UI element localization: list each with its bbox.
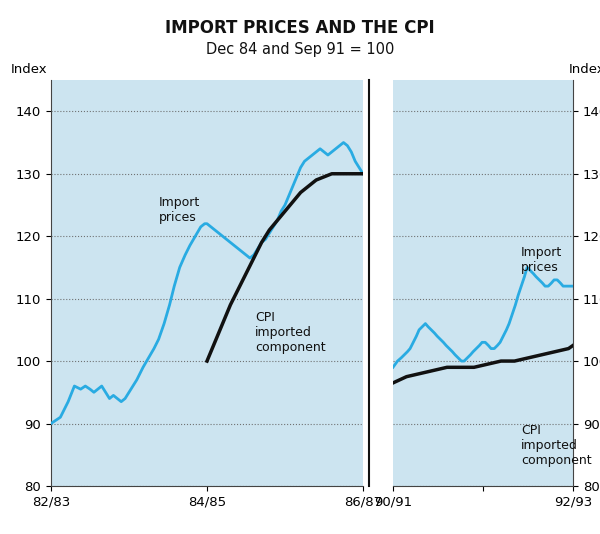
- Text: Import
prices: Import prices: [521, 246, 563, 273]
- Text: IMPORT PRICES AND THE CPI: IMPORT PRICES AND THE CPI: [165, 19, 435, 37]
- Text: CPI
imported
component: CPI imported component: [256, 311, 326, 354]
- Text: Index: Index: [569, 63, 600, 76]
- Text: Import
prices: Import prices: [158, 195, 200, 224]
- Text: CPI
imported
component: CPI imported component: [521, 423, 592, 467]
- Text: Index: Index: [10, 63, 47, 76]
- Text: Dec 84 and Sep 91 = 100: Dec 84 and Sep 91 = 100: [206, 42, 394, 57]
